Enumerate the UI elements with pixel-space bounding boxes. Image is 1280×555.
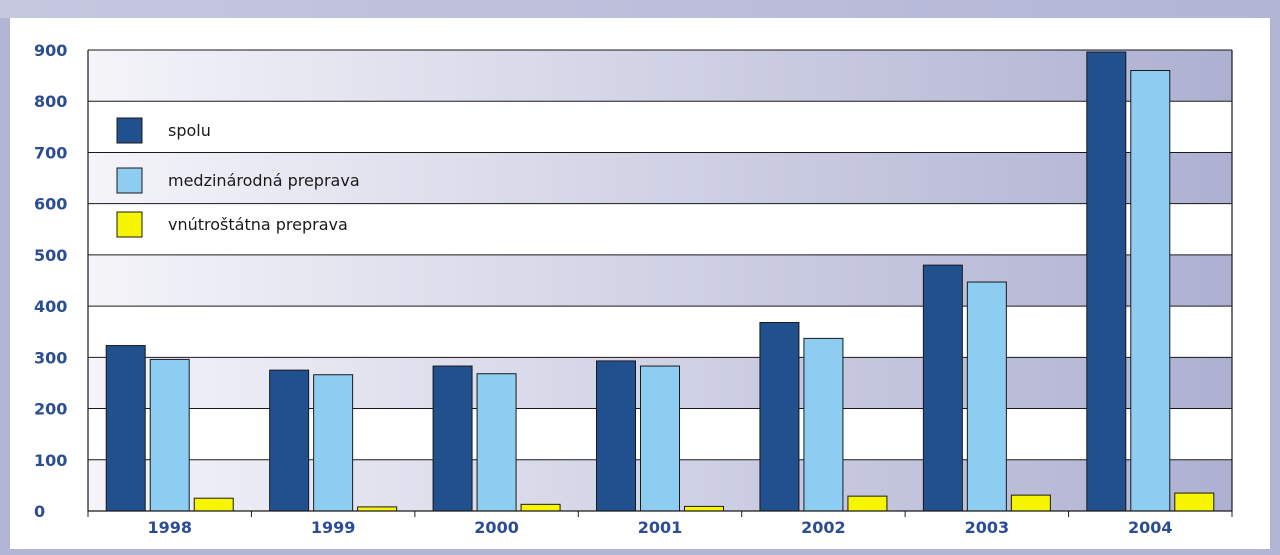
frame-right-border: [1270, 18, 1280, 555]
x-tick-label: 2000: [474, 518, 519, 537]
plot-band: [88, 152, 1232, 204]
legend: spolu medzinárodná preprava vnútroštátna p…: [116, 117, 360, 238]
plot-band: [88, 50, 1232, 102]
plot-band: [88, 101, 1232, 153]
bar: [1174, 492, 1215, 512]
x-tick-label: 2001: [638, 518, 683, 537]
bar: [803, 337, 844, 512]
plot-band: [88, 203, 1232, 255]
bar: [432, 365, 473, 512]
bar: [357, 506, 398, 512]
x-tick-label: 1999: [311, 518, 356, 537]
bar: [269, 369, 310, 512]
bar: [1130, 69, 1171, 512]
bar: [193, 497, 234, 512]
frame-bottom-border: [0, 549, 1280, 555]
x-tick-label: 2003: [965, 518, 1010, 537]
y-tick-label: 0: [34, 502, 45, 521]
bar: [759, 322, 800, 512]
bar: [1010, 494, 1051, 512]
legend-label: vnútroštátna preprava: [168, 215, 348, 234]
y-tick-label: 400: [34, 297, 67, 316]
legend-label: spolu: [168, 121, 211, 140]
axes: [87, 50, 1233, 517]
frame-left-border: [0, 18, 10, 555]
y-tick-label: 900: [34, 41, 67, 60]
bar: [476, 373, 517, 512]
y-tick-label: 100: [34, 451, 67, 470]
x-tick-labels: 1998 1999 2000 2001 2002 2003 2004: [147, 518, 1172, 537]
y-tick-label: 700: [34, 143, 67, 162]
bars: [105, 51, 1215, 512]
plot-band: [88, 306, 1232, 358]
x-tick-label: 2004: [1128, 518, 1173, 537]
bar: [149, 358, 190, 512]
bar: [1086, 51, 1127, 512]
y-tick-labels: 0 100 200 300 400 500 600 700 800 900: [34, 41, 67, 521]
x-tick-label: 1998: [147, 518, 192, 537]
legend-swatch: [116, 167, 143, 194]
legend-label: medzinárodná preprava: [168, 171, 360, 190]
bar: [922, 264, 963, 512]
x-tick-label: 2002: [801, 518, 846, 537]
y-tick-label: 300: [34, 348, 67, 367]
bar: [313, 374, 354, 512]
bar: [520, 503, 561, 512]
bar: [966, 281, 1007, 512]
y-tick-label: 600: [34, 195, 67, 214]
bar: [684, 505, 724, 512]
y-tick-label: 800: [34, 92, 67, 111]
bar: [596, 360, 636, 512]
bar: [640, 365, 680, 512]
bar: [105, 345, 146, 512]
y-tick-label: 500: [34, 246, 67, 265]
legend-swatch: [116, 211, 143, 238]
plot-band: [88, 254, 1232, 307]
bar: [847, 495, 888, 512]
y-tick-label: 200: [34, 400, 67, 419]
top-title-band: [0, 0, 1280, 18]
legend-swatch: [116, 117, 143, 144]
